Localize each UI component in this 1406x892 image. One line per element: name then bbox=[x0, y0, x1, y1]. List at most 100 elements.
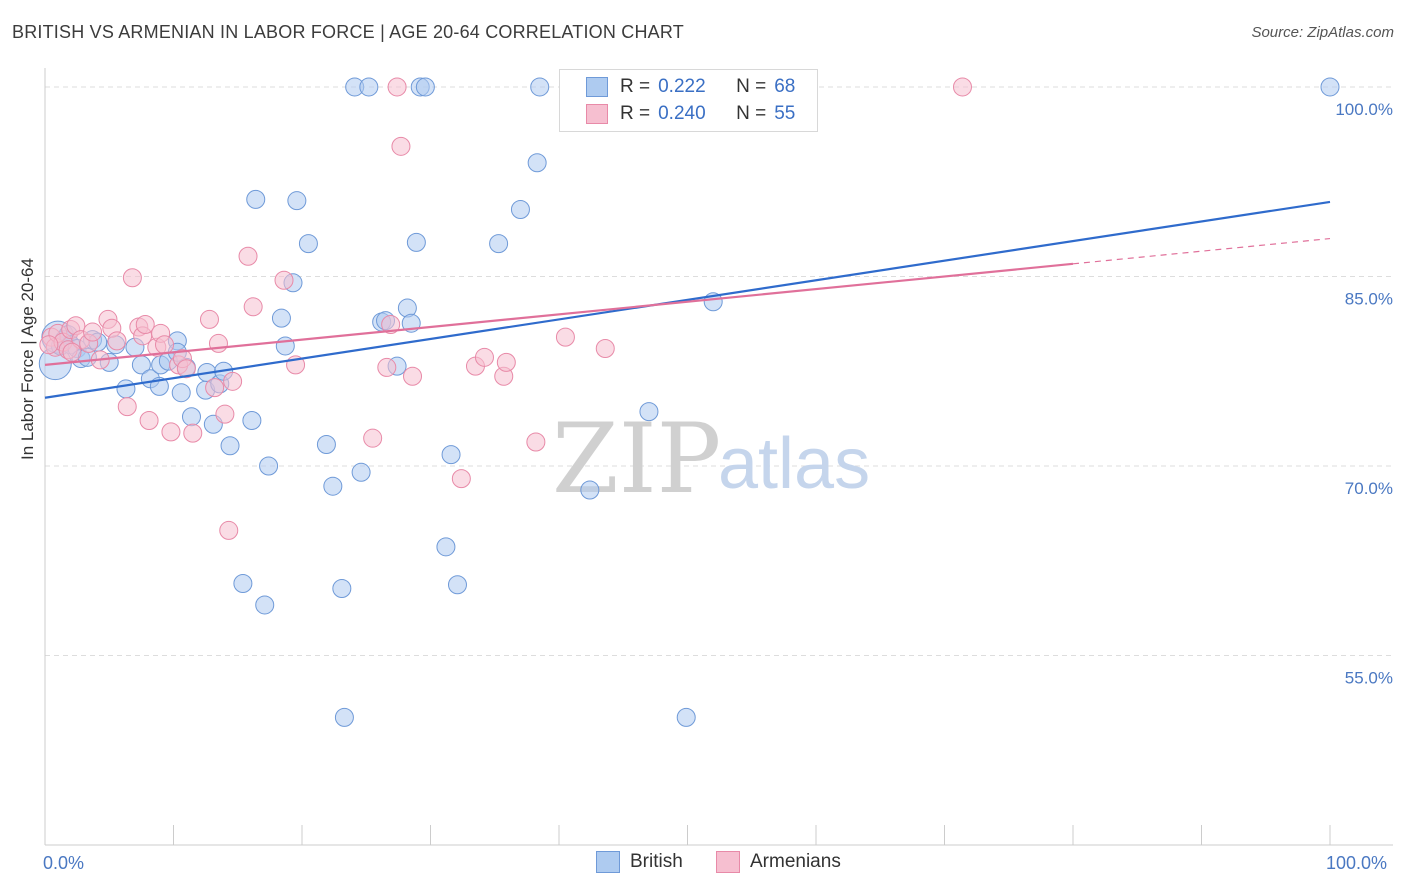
british-point-62 bbox=[530, 77, 550, 97]
watermark-atlas: atlas bbox=[718, 424, 870, 504]
british-point-35 bbox=[259, 456, 279, 476]
british-point-31 bbox=[233, 573, 253, 593]
armenian-point-26 bbox=[176, 359, 196, 379]
armenian-point-50 bbox=[555, 327, 575, 347]
y-tick-labels: 55.0% 70.0% 85.0% 100.0% bbox=[1335, 100, 1393, 688]
british-point-43 bbox=[332, 579, 352, 599]
armenian-point-42 bbox=[391, 136, 411, 156]
armenian-point-49 bbox=[526, 432, 546, 452]
y-tick-label-3: 100.0% bbox=[1335, 100, 1393, 119]
british-legend-label: British bbox=[630, 851, 683, 872]
armenian-n-value: 55 bbox=[774, 103, 796, 124]
armenian-point-38 bbox=[363, 428, 383, 448]
armenian-point-9 bbox=[83, 322, 103, 342]
armenian-swatch bbox=[586, 104, 608, 124]
armenian-point-33 bbox=[223, 371, 243, 391]
british-point-59 bbox=[489, 234, 509, 254]
british-point-39 bbox=[287, 191, 307, 211]
y-tick-label-2: 85.0% bbox=[1345, 289, 1393, 308]
armenian-point-44 bbox=[451, 469, 471, 489]
source-credit: Source: ZipAtlas.com bbox=[1251, 24, 1394, 41]
british-point-56 bbox=[436, 537, 456, 557]
legend-item-armenians: Armenians bbox=[716, 851, 841, 873]
british-point-44 bbox=[334, 707, 354, 727]
armenian-point-35 bbox=[243, 297, 263, 317]
armenian-trend-line bbox=[44, 262, 1074, 366]
british-point-47 bbox=[359, 77, 379, 97]
armenian-points bbox=[39, 77, 972, 540]
armenian-point-36 bbox=[274, 270, 294, 290]
series-legend: British Armenians bbox=[0, 851, 1406, 879]
axes bbox=[44, 68, 1393, 846]
armenian-point-27 bbox=[183, 423, 203, 443]
y-axis-label: In Labor Force | Age 20-64 bbox=[18, 258, 37, 460]
armenian-point-28 bbox=[199, 309, 219, 329]
armenian-point-31 bbox=[215, 404, 235, 424]
armenian-point-41 bbox=[387, 77, 407, 97]
armenian-point-53 bbox=[39, 335, 59, 355]
british-point-22 bbox=[171, 383, 191, 403]
armenian-point-23 bbox=[161, 422, 181, 442]
british-point-57 bbox=[441, 445, 461, 465]
armenian-n-label: N = bbox=[736, 103, 767, 124]
british-point-61 bbox=[527, 153, 547, 173]
armenian-legend-label: Armenians bbox=[750, 851, 841, 872]
armenian-point-29 bbox=[205, 378, 225, 398]
armenian-point-19 bbox=[139, 410, 159, 430]
armenian-point-32 bbox=[219, 520, 239, 540]
armenian-point-40 bbox=[381, 314, 401, 334]
y-tick-label-0: 55.0% bbox=[1345, 668, 1393, 687]
british-point-64 bbox=[639, 402, 659, 422]
armenian-point-18 bbox=[135, 314, 155, 334]
british-point-41 bbox=[316, 434, 336, 454]
british-point-36 bbox=[271, 308, 291, 328]
armenian-legend-swatch bbox=[716, 851, 740, 873]
armenian-point-52 bbox=[952, 77, 972, 97]
armenian-point-13 bbox=[107, 331, 127, 351]
british-point-40 bbox=[298, 234, 318, 254]
armenian-r-value: 0.240 bbox=[658, 103, 706, 124]
armenian-point-51 bbox=[595, 338, 615, 358]
british-point-65 bbox=[676, 707, 696, 727]
watermark-zip: ZIP bbox=[552, 403, 721, 515]
legend-row-british: R = 0.222 N = 68 bbox=[586, 74, 795, 100]
chart-title: BRITISH VS ARMENIAN IN LABOR FORCE | AGE… bbox=[12, 22, 684, 42]
british-point-34 bbox=[246, 189, 266, 209]
armenian-point-54 bbox=[62, 342, 82, 362]
british-legend-swatch bbox=[596, 851, 620, 873]
british-swatch bbox=[586, 77, 608, 97]
armenian-point-43 bbox=[403, 366, 423, 386]
british-point-30 bbox=[220, 436, 240, 456]
grid-lines bbox=[45, 86, 1393, 656]
british-point-42 bbox=[323, 476, 343, 496]
legend-row-armenians: R = 0.240 N = 55 bbox=[586, 101, 795, 127]
british-point-67 bbox=[1320, 77, 1340, 97]
armenian-point-48 bbox=[496, 352, 516, 372]
armenian-point-30 bbox=[208, 333, 228, 353]
x-tick-min: 0.0% bbox=[43, 853, 85, 873]
british-point-60 bbox=[510, 200, 530, 220]
british-point-58 bbox=[447, 575, 467, 595]
british-point-46 bbox=[351, 462, 371, 482]
legend-item-british: British bbox=[596, 851, 683, 873]
british-trend-line bbox=[44, 200, 1331, 399]
british-r-label: R = bbox=[620, 76, 651, 97]
british-point-32 bbox=[242, 410, 262, 430]
stats-legend: R = 0.222 N = 68 R = 0.240 N = 55 bbox=[559, 69, 818, 132]
armenian-point-46 bbox=[474, 347, 494, 367]
british-n-label: N = bbox=[736, 76, 767, 97]
trend-lines bbox=[44, 200, 1331, 399]
british-point-13 bbox=[116, 379, 136, 399]
british-point-63 bbox=[580, 480, 600, 500]
armenian-point-22 bbox=[155, 335, 175, 355]
armenian-point-34 bbox=[238, 246, 258, 266]
armenian-point-15 bbox=[122, 268, 142, 288]
british-point-55 bbox=[415, 77, 435, 97]
armenian-r-label: R = bbox=[620, 103, 651, 124]
british-point-33 bbox=[255, 595, 275, 615]
armenian-point-39 bbox=[377, 357, 397, 377]
british-point-53 bbox=[406, 232, 426, 252]
y-tick-label-1: 70.0% bbox=[1345, 479, 1393, 498]
armenian-trend-extension bbox=[1072, 237, 1331, 265]
